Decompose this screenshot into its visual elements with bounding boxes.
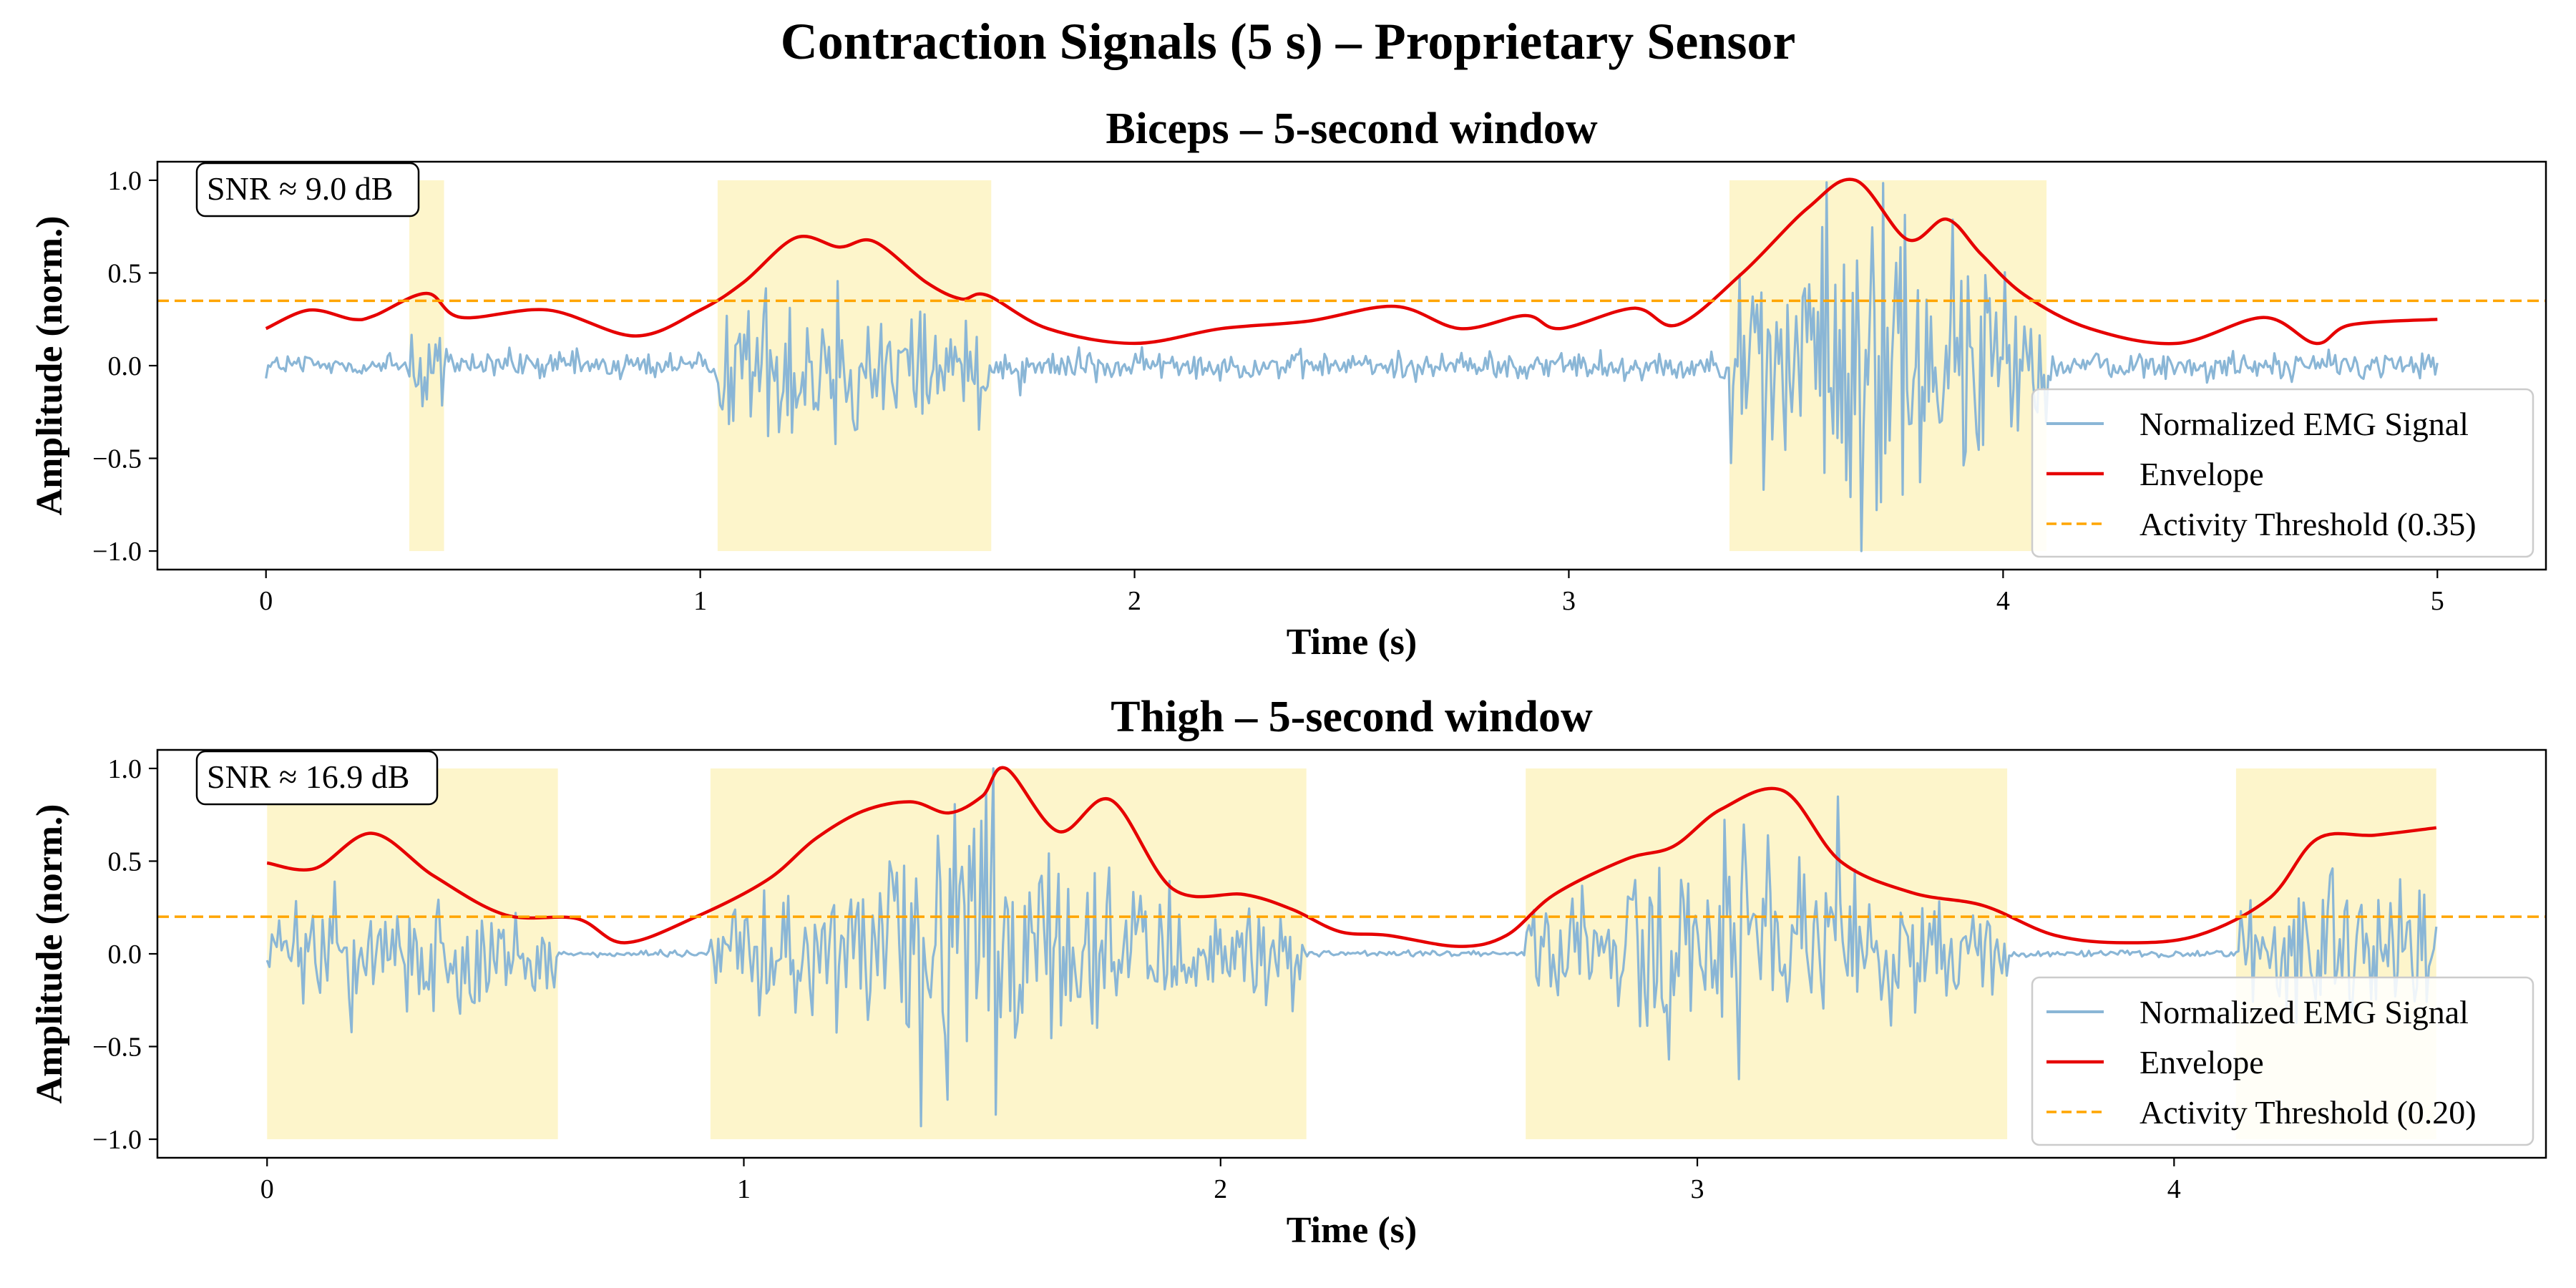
active-region xyxy=(409,180,444,552)
legend-label: Normalized EMG Signal xyxy=(2140,994,2469,1030)
chart-panel: 0 1 2 3 4 5 −1.0 −0.5 0.0 0.5 1.0 Biceps – 5-second… xyxy=(29,104,2547,663)
x-tick-label: 2 xyxy=(1214,1174,1227,1204)
x-tick-label: 1 xyxy=(693,586,707,616)
y-axis-label: Amplitude (norm.) xyxy=(29,216,70,516)
y-tick-label: −1.0 xyxy=(92,537,142,567)
legend-label: Activity Threshold (0.20) xyxy=(2140,1094,2477,1131)
plot-area xyxy=(157,177,2546,552)
y-tick-label: −1.0 xyxy=(92,1125,142,1155)
legend-label: Envelope xyxy=(2140,1044,2264,1080)
x-axis-label: Time (s) xyxy=(1287,622,1417,663)
plot-area xyxy=(157,766,2546,1140)
snr-annotation-box xyxy=(195,750,439,806)
legend-label: Activity Threshold (0.35) xyxy=(2140,506,2477,542)
snr-annotation: SNR ≈ 9.0 dB xyxy=(207,170,393,207)
panel-title: Thigh – 5-second window xyxy=(1111,693,1593,741)
x-axis-label: Time (s) xyxy=(1287,1210,1417,1251)
figure-suptitle: Contraction Signals (5 s) – Proprietary … xyxy=(781,13,1796,70)
chart-panel: 0 1 2 3 4 −1.0 −0.5 0.0 0.5 1.0 Thigh – 5-second w… xyxy=(29,693,2547,1251)
y-tick-label: 1.0 xyxy=(108,166,142,196)
x-tick-label: 3 xyxy=(1691,1174,1704,1204)
legend: Normalized EMG Signal Envelope Activity Th… xyxy=(2031,388,2534,558)
y-axis-label: Amplitude (norm.) xyxy=(29,804,70,1104)
x-tick-label: 0 xyxy=(259,586,273,616)
panel-title: Biceps – 5-second window xyxy=(1106,104,1597,153)
x-tick-label: 1 xyxy=(737,1174,751,1204)
emg-signal-line xyxy=(265,767,2438,1128)
y-tick-label: 0.0 xyxy=(108,351,142,381)
y-tick-label: −0.5 xyxy=(92,444,142,474)
snr-annotation-box xyxy=(195,162,420,218)
snr-annotation: SNR ≈ 16.9 dB xyxy=(207,758,409,795)
x-tick-label: 4 xyxy=(1996,586,2010,616)
y-tick-label: 0.0 xyxy=(108,940,142,970)
x-tick-label: 3 xyxy=(1562,586,1576,616)
emg-signal-line xyxy=(265,181,2439,552)
x-tick-label: 0 xyxy=(260,1174,274,1204)
y-tick-label: −0.5 xyxy=(92,1033,142,1063)
x-tick-label: 2 xyxy=(1128,586,1141,616)
y-tick-label: 1.0 xyxy=(108,754,142,784)
legend-frame xyxy=(2031,976,2534,1146)
legend-frame xyxy=(2031,388,2534,558)
legend-label: Envelope xyxy=(2140,456,2264,492)
x-tick-label: 5 xyxy=(2431,586,2444,616)
legend: Normalized EMG Signal Envelope Activity Th… xyxy=(2031,976,2534,1146)
y-tick-label: 0.5 xyxy=(108,258,142,288)
legend-label: Normalized EMG Signal xyxy=(2140,406,2469,442)
y-tick-label: 0.5 xyxy=(108,847,142,877)
envelope-line xyxy=(265,177,2438,346)
x-tick-label: 4 xyxy=(2167,1174,2181,1204)
envelope-line xyxy=(266,766,2437,948)
